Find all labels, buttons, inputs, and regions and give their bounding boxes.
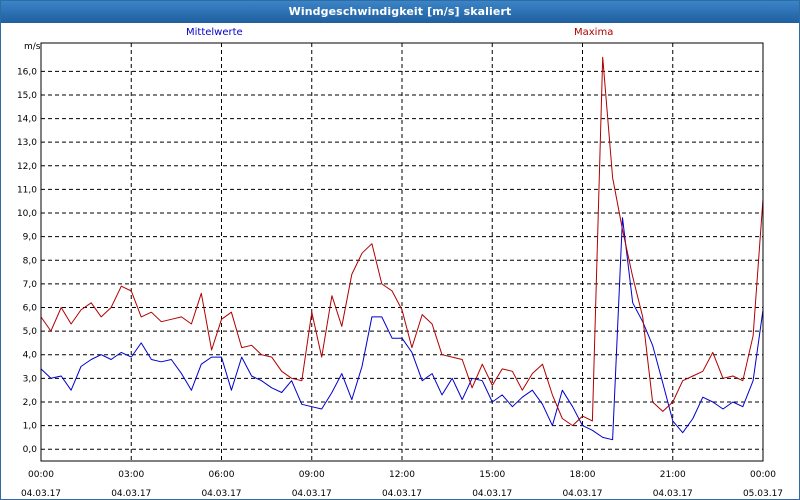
y-tick-label: 15,0 [17,91,37,101]
x-tick-time: 21:00 [660,470,686,480]
y-tick-label: 6,0 [23,303,38,313]
y-axis-unit: m/s [24,42,41,52]
x-tick-time: 12:00 [389,470,415,480]
x-tick-date: 04.03.17 [562,489,602,499]
series-lines [40,56,764,441]
x-tick-time: 03:00 [118,470,144,480]
wind-speed-chart: 0,0 1,0 2,0 3,0 4,0 5,0 6,0 7,0 8,0 9,0 10,0 11,0 12… [17,27,783,499]
y-tick-label: 3,0 [23,374,38,384]
x-tick-date: 04.03.17 [111,489,151,499]
y-tick-label: 2,0 [23,398,38,408]
y-tick-label: 5,0 [23,327,38,337]
x-tick-date: 04.03.17 [472,489,512,499]
legend-mittelwerte: Mittelwerte [186,27,243,38]
x-tick-time: 00:00 [750,470,776,480]
x-tick-time: 15:00 [479,470,505,480]
y-tick-label: 12,0 [17,162,37,172]
x-tick-date: 04.03.17 [201,489,241,499]
x-tick-date: 04.03.17 [292,489,332,499]
y-tick-label: 9,0 [23,233,38,243]
x-tick-date: 05.03.17 [743,489,783,499]
series-line-maxima [40,56,764,427]
series-line-mittelwerte [40,217,764,441]
plot-area [41,43,763,461]
y-tick-label: 1,0 [23,422,38,432]
x-tick-time: 00:00 [28,470,54,480]
grid [41,43,763,461]
x-tick-date: 04.03.17 [382,489,422,499]
y-axis-labels: 0,0 1,0 2,0 3,0 4,0 5,0 6,0 7,0 8,0 9,0 10,0 11,0 12… [17,67,37,455]
y-tick-label: 8,0 [23,256,38,266]
y-tick-label: 4,0 [23,351,38,361]
y-tick-label: 0,0 [23,445,38,455]
x-tick-date: 04.03.17 [21,489,61,499]
y-tick-label: 16,0 [17,67,37,77]
y-tick-label: 11,0 [17,185,37,195]
x-axis-labels: 00:00 04.03.17 03:00 04.03.17 06:00 04.03.17 0… [21,470,783,499]
window-title: Windgeschwindigkeit [m/s] skaliert [1,1,799,23]
y-tick-label: 7,0 [23,280,38,290]
plot-frame [40,42,764,462]
y-tick-label: 10,0 [17,209,37,219]
x-tick-time: 18:00 [570,470,596,480]
x-tick-time: 06:00 [209,470,235,480]
x-tick-time: 09:00 [299,470,325,480]
x-tick-date: 04.03.17 [653,489,693,499]
legend-maxima: Maxima [574,27,613,38]
y-tick-label: 14,0 [17,115,37,125]
y-tick-label: 13,0 [17,138,37,148]
